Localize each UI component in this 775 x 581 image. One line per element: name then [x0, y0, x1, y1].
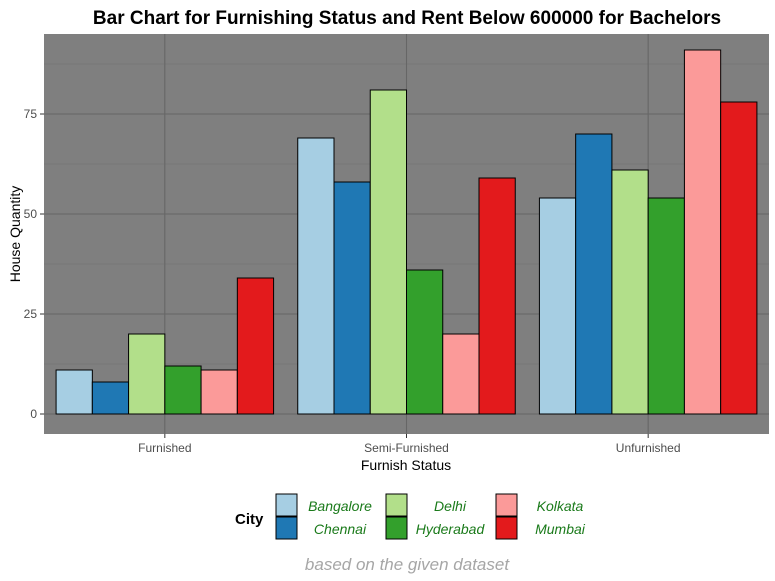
bar-bangalore-unfurnished [538, 197, 577, 415]
y-tick-label: 50 [24, 207, 38, 221]
x-tick-label: Unfurnished [616, 441, 681, 455]
legend-label-mumbai: Mumbai [535, 521, 586, 537]
legend-title: City [235, 511, 264, 528]
bar-mumbai-unfurnished [720, 101, 758, 415]
legend: City Bangalore Chennai Delhi Hyderabad Kolka… [235, 493, 586, 540]
legend-label-delhi: Delhi [434, 498, 467, 514]
bar-chennai-unfurnished [575, 133, 613, 415]
y-axis-title: House Quantity [7, 186, 23, 283]
bar-mumbai-semi-furnished [478, 177, 516, 415]
bar-hyderabad-unfurnished [647, 197, 685, 415]
y-axis: 0 25 50 75 [24, 107, 44, 421]
chart-title: Bar Chart for Furnishing Status and Rent… [93, 8, 721, 29]
legend-key-mumbai [495, 516, 518, 540]
x-axis-title: Furnish Status [361, 457, 451, 473]
y-tick-label: 0 [30, 407, 37, 421]
bar-hyderabad-semi-furnished [406, 269, 444, 415]
x-axis: Furnished Semi-Furnished Unfurnished [138, 434, 681, 455]
legend-key-delhi [385, 493, 408, 517]
bar-delhi-semi-furnished [369, 89, 407, 415]
bar-bangalore-semi-furnished [297, 137, 335, 415]
bar-hyderabad-furnished [164, 365, 202, 415]
y-tick-label: 25 [24, 307, 38, 321]
bar-kolkata-semi-furnished [442, 333, 480, 415]
bars-group [55, 49, 758, 415]
legend-label-chennai: Chennai [314, 521, 367, 537]
x-tick-label: Semi-Furnished [364, 441, 449, 455]
bar-mumbai-furnished [236, 277, 275, 415]
legend-key-hyderabad [385, 516, 408, 540]
legend-key-bangalore [275, 493, 298, 517]
bar-bangalore-furnished [55, 369, 93, 415]
chart-caption: based on the given dataset [305, 555, 510, 574]
x-tick-label: Furnished [138, 441, 191, 455]
bar-chennai-semi-furnished [333, 181, 371, 415]
bar-kolkata-unfurnished [683, 49, 722, 415]
y-tick-label: 75 [24, 107, 38, 121]
legend-key-kolkata [495, 493, 518, 517]
bar-kolkata-furnished [200, 369, 238, 415]
legend-label-bangalore: Bangalore [308, 498, 372, 514]
legend-label-kolkata: Kolkata [537, 498, 584, 514]
bar-chennai-furnished [91, 381, 130, 415]
legend-label-hyderabad: Hyderabad [416, 521, 486, 537]
bar-delhi-unfurnished [611, 169, 649, 415]
legend-key-chennai [275, 516, 298, 540]
bar-delhi-furnished [128, 333, 166, 415]
